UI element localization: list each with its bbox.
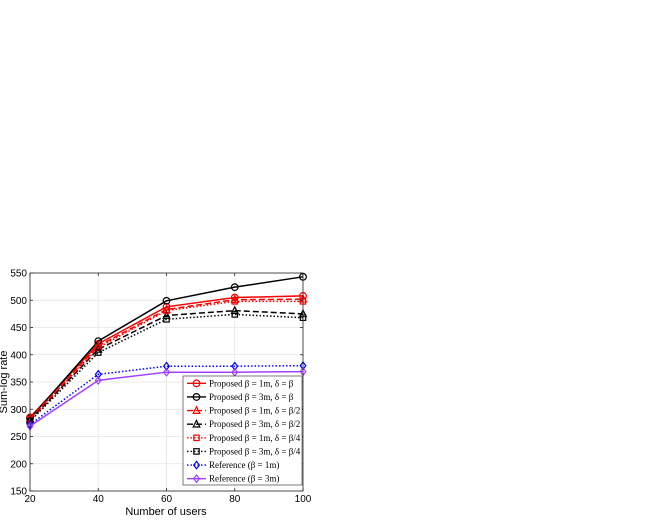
y-tick-label: 200 <box>10 459 27 470</box>
legend-label: Proposed β = 1m, δ = β <box>209 378 294 388</box>
legend-swatch-marker <box>192 473 201 484</box>
legend-swatch-marker <box>192 405 201 414</box>
y-tick-label: 250 <box>10 432 27 443</box>
y-tick-label: 300 <box>10 405 27 416</box>
data-point <box>162 367 171 377</box>
legend-label: Proposed β = 3m, δ = β/4 <box>209 446 301 456</box>
data-point <box>94 369 102 380</box>
legend-label: Proposed β = 3m, δ = β/2 <box>209 419 300 429</box>
x-tick-label: 60 <box>161 494 173 505</box>
legend-label: Reference (β = 3m) <box>209 474 279 484</box>
legend-item: Proposed β = 1m, δ = β <box>187 378 294 388</box>
y-tick-label: 150 <box>10 487 27 498</box>
data-point <box>163 307 170 314</box>
data-point <box>231 298 239 305</box>
data-point <box>94 349 102 356</box>
legend-item: Proposed β = 3m, δ = β/2 <box>187 419 300 429</box>
legend-item: Reference (β = 1m) <box>187 460 279 470</box>
legend-item: Proposed β = 1m, δ = β/4 <box>187 433 301 443</box>
series-line <box>29 298 304 420</box>
data-point <box>231 361 239 371</box>
legend-label: Reference (β = 1m) <box>209 460 279 470</box>
legend-swatch-marker <box>192 393 201 401</box>
legend-swatch-marker <box>193 448 200 455</box>
series-line <box>29 300 303 420</box>
legend-item: Proposed β = 3m, δ = β/4 <box>187 446 301 456</box>
x-tick-label: 40 <box>93 494 105 505</box>
legend-swatch-marker <box>193 434 200 442</box>
y-tick-label: 450 <box>10 323 27 334</box>
x-tick-label: 100 <box>295 494 312 505</box>
legend-box <box>182 375 303 486</box>
legend: Proposed β = 1m, δ = β Proposed β = 3m, δ… <box>182 375 303 486</box>
y-tick-label: 400 <box>10 350 27 361</box>
data-point <box>93 344 103 353</box>
legend-swatch-marker <box>192 419 201 428</box>
y-tick-label: 350 <box>10 378 27 389</box>
y-tick-label: 500 <box>10 296 27 307</box>
series-line <box>29 313 304 422</box>
legend-label: Proposed β = 1m, δ = β/2 <box>209 406 300 416</box>
legend-item: Proposed β = 3m, δ = β <box>187 392 294 402</box>
data-point <box>231 311 239 318</box>
series-line <box>29 309 304 421</box>
data-point <box>162 310 171 319</box>
data-point <box>163 316 170 323</box>
series-line <box>29 276 304 420</box>
data-point <box>230 283 239 292</box>
data-point <box>230 305 240 315</box>
series-line <box>29 364 304 426</box>
data-point <box>94 375 102 386</box>
x-tick-label: 80 <box>229 494 241 505</box>
axes: 20 40 60 80 100 150 200 250 300 350 400 450 500 550 <box>10 269 311 506</box>
series-layer <box>25 272 308 431</box>
y-tick-label: 550 <box>10 269 27 280</box>
legend-label: Proposed β = 1m, δ = β/4 <box>209 433 301 443</box>
x-axis-label: Number of users <box>125 506 207 516</box>
x-tick-label: 20 <box>24 494 36 505</box>
data-point <box>162 296 171 305</box>
legend-label: Proposed β = 3m, δ = β <box>209 392 294 402</box>
series-line <box>29 370 304 427</box>
legend-swatch-marker <box>192 379 201 388</box>
data-point <box>162 361 171 371</box>
legend-item: Reference (β = 3m) <box>187 474 279 484</box>
y-axis-label: Sum-log rate <box>0 351 10 414</box>
legend-swatch-marker <box>192 460 201 470</box>
legend-item: Proposed β = 1m, δ = β/2 <box>187 405 300 416</box>
